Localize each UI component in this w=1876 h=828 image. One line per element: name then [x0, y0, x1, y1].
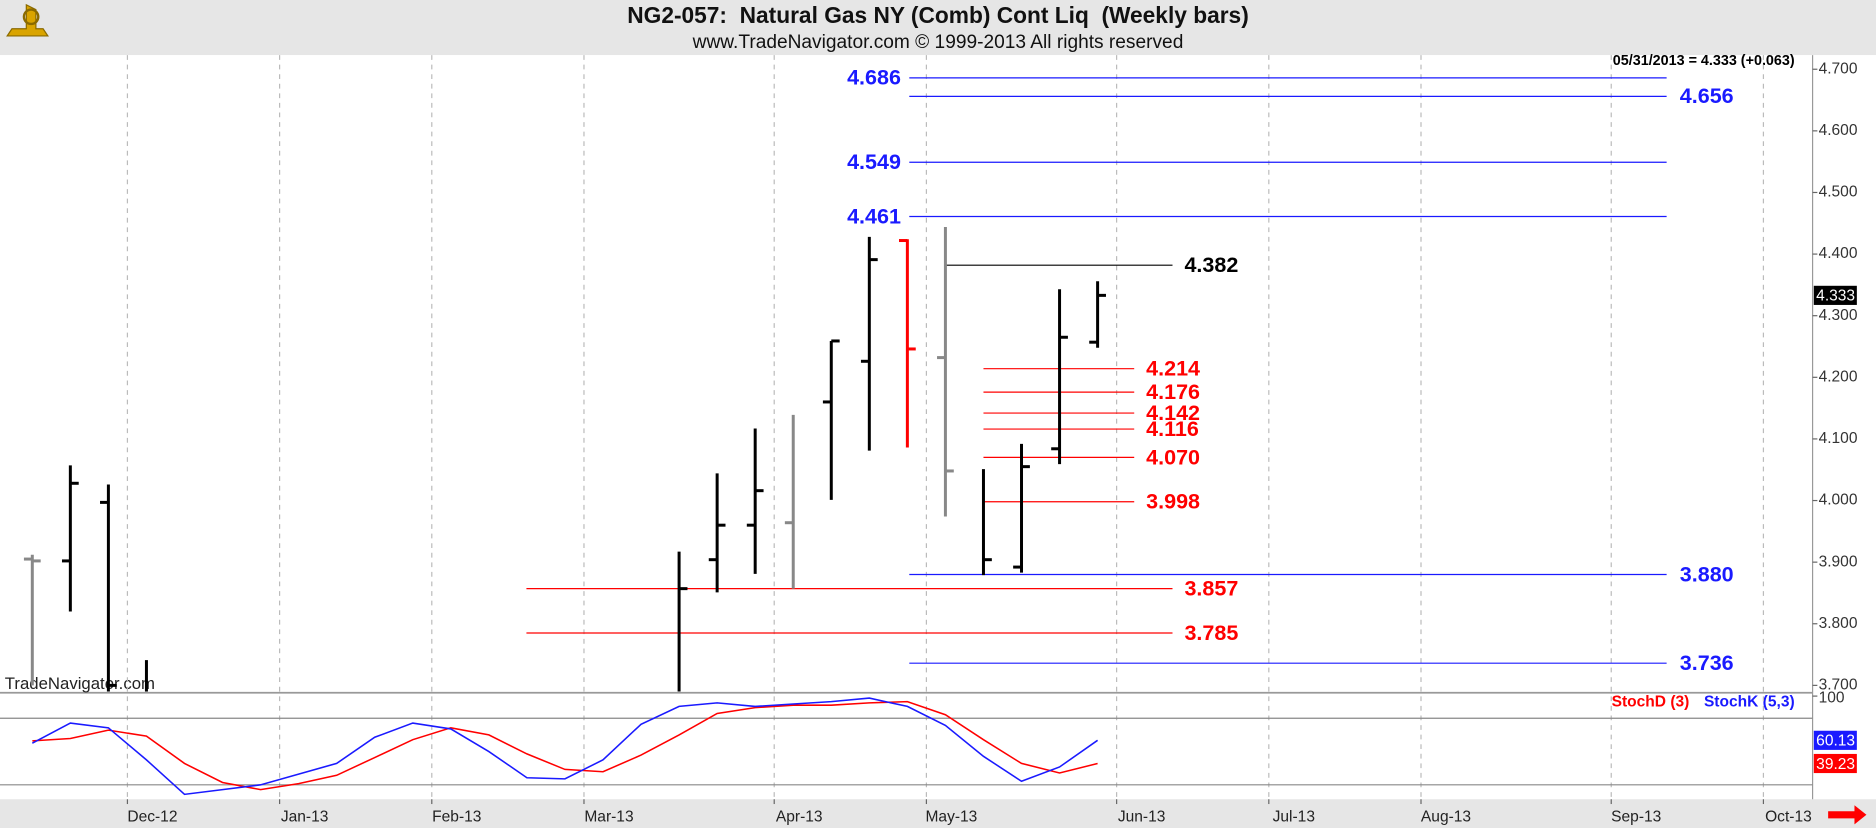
y-tick-label: 4.500: [1819, 184, 1858, 201]
axis-area: [1812, 55, 1876, 800]
last-value-box: [1813, 730, 1857, 750]
y-tick-label: 4.600: [1819, 122, 1858, 139]
x-tick-label: Jul-13: [1273, 808, 1315, 825]
y-tick-label: 3.800: [1819, 615, 1858, 632]
level-label: 4.142: [1146, 401, 1200, 425]
level-label: 3.998: [1146, 490, 1200, 514]
y-tick-label: 4.300: [1819, 307, 1858, 324]
last-price-note: 05/31/2013 = 4.333 (+0.063): [1613, 53, 1795, 69]
y-tick-label: 4.400: [1819, 245, 1858, 262]
level-label: 3.880: [1680, 562, 1734, 586]
stoch-line: [32, 700, 1098, 791]
level-label: 4.656: [1680, 84, 1734, 108]
logo: [6, 3, 49, 37]
chart-title: NG2-057: Natural Gas NY (Comb) Cont Liq …: [627, 2, 1249, 28]
x-tick-label: Apr-13: [776, 808, 823, 825]
y-tick-label: 4.100: [1819, 430, 1858, 447]
x-tick-label: Aug-13: [1421, 808, 1471, 825]
x-tick-label: Sep-13: [1611, 808, 1661, 825]
scroll-arrow[interactable]: [1828, 805, 1867, 825]
last-value-box: [1813, 753, 1857, 774]
level-label: 4.070: [1146, 445, 1200, 469]
y-tick-label: 4.700: [1819, 60, 1858, 77]
last-price-box: [1813, 285, 1857, 305]
level-label: 3.736: [1680, 651, 1734, 675]
last-value-label: 60.13: [1816, 733, 1855, 750]
level-label: 4.214: [1146, 357, 1200, 381]
x-tick-label: Jun-13: [1118, 808, 1166, 825]
level-label: 3.785: [1184, 621, 1238, 645]
x-tick-label: Dec-12: [127, 808, 177, 825]
last-value-label: 39.23: [1816, 756, 1855, 773]
y-tick-label: 4.200: [1819, 368, 1858, 385]
x-tick-label: Oct-13: [1765, 808, 1812, 825]
x-tick-label: Feb-13: [432, 808, 481, 825]
legend-entry: StochD (3): [1612, 693, 1690, 710]
x-tick-label: Jan-13: [281, 808, 329, 825]
y-tick-label: 100: [1819, 690, 1845, 707]
level-label: 4.461: [847, 204, 901, 228]
level-label: 4.116: [1146, 417, 1199, 441]
y-tick-label: 3.700: [1819, 676, 1858, 693]
y-tick-label: 3.900: [1819, 553, 1858, 570]
last-price-label: 4.333: [1816, 288, 1855, 305]
level-label: 3.857: [1184, 577, 1238, 601]
level-label: 4.549: [847, 150, 901, 174]
level-label: 4.686: [847, 66, 901, 90]
logo-ship: [6, 3, 49, 37]
logo-wheel: [22, 8, 40, 26]
level-label: 4.176: [1146, 380, 1200, 404]
watermark: TradeNavigator.com: [5, 674, 155, 693]
legend-entry: StochK (5,3): [1704, 693, 1795, 710]
chart-subtitle: www.TradeNavigator.com © 1999-2013 All r…: [692, 32, 1184, 53]
y-tick-label: 4.000: [1819, 492, 1858, 509]
x-tick-label: Mar-13: [584, 808, 633, 825]
level-label: 4.382: [1184, 253, 1238, 277]
stoch-line: [31, 697, 1099, 796]
x-tick-label: May-13: [925, 808, 977, 825]
